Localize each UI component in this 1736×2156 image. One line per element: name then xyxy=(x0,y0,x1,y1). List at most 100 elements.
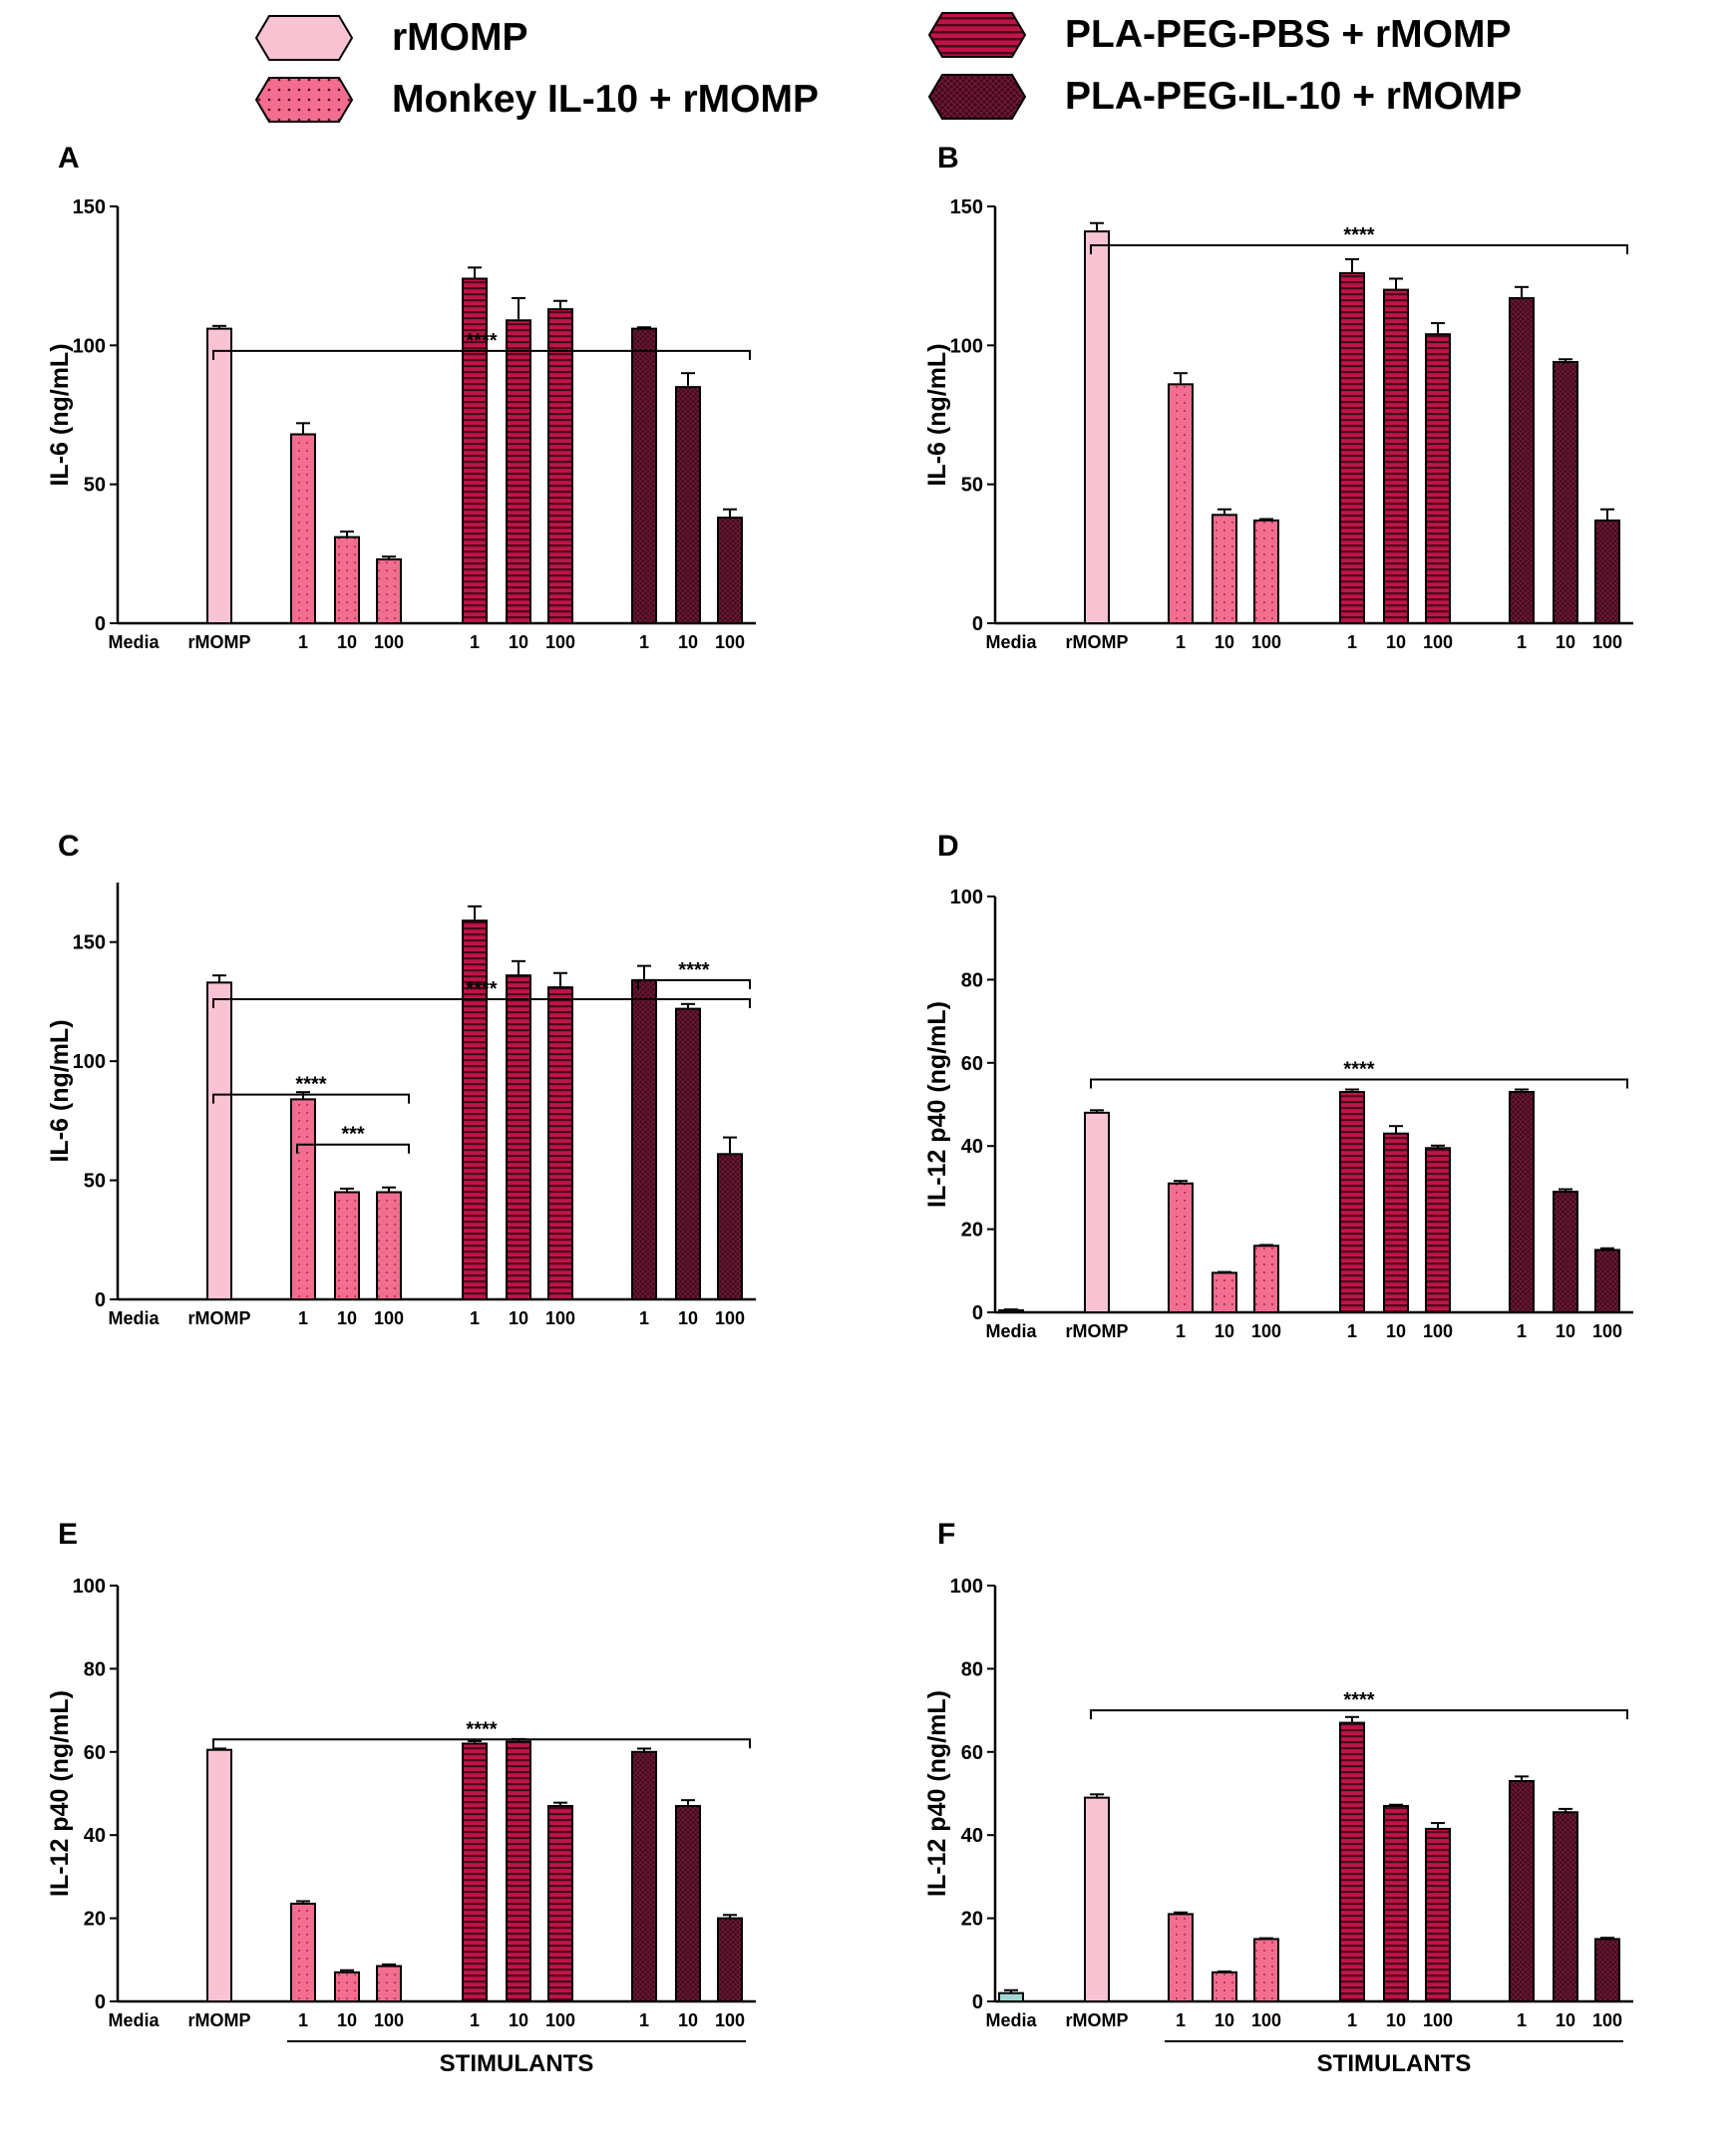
y-tick-label: 100 xyxy=(73,1051,106,1073)
chart-panel-c: C 0 50 100 150 IL-6 (ng/mL) Media rMOMP 1 10 100 1 1… xyxy=(46,830,756,1328)
y-tick-label: 0 xyxy=(95,613,106,635)
x-axis-label: STIMULANTS xyxy=(1317,2050,1472,2077)
chart-legend: rMOMP Monkey IL-10 + rMOMP PLA-PEG-PBS +… xyxy=(0,0,1736,140)
panel-letter: C xyxy=(58,830,80,863)
x-tick-label: 100 xyxy=(1423,632,1453,652)
significance-bracket xyxy=(1090,244,1628,255)
x-tick-label: 100 xyxy=(1592,2010,1622,2030)
y-axis-label: IL-6 (ng/mL) xyxy=(923,343,951,486)
x-tick-label: 10 xyxy=(1386,2010,1406,2030)
y-axis-label: IL-12 p40 (ng/mL) xyxy=(923,1690,951,1897)
y-tick-label: 80 xyxy=(84,1658,106,1680)
x-tick-label: 10 xyxy=(337,632,357,652)
bar-rmomp xyxy=(1084,1111,1110,1313)
x-tick-label: 100 xyxy=(1251,2010,1281,2030)
significance-label: **** xyxy=(1343,1689,1374,1711)
bar-rmomp xyxy=(1084,1796,1110,2003)
x-tick-label: 100 xyxy=(715,2010,745,2030)
significance-label: **** xyxy=(466,330,497,352)
y-tick-label: 80 xyxy=(961,1658,983,1680)
chart-panel-b: B 0 50 100 150 IL-6 (ng/mL) Media rMOMP 1 10 100 1 1… xyxy=(923,142,1633,652)
chart-panel-d: D 0 20 40 60 80 100 IL-12 p40 (ng/mL) Media rMOMP… xyxy=(923,830,1633,1341)
x-tick-label: 10 xyxy=(1215,1321,1234,1341)
y-tick-label: 80 xyxy=(961,969,983,991)
y-axis-label: IL-12 p40 (ng/mL) xyxy=(923,1001,951,1208)
x-tick-label: 10 xyxy=(509,632,528,652)
x-tick-label: 10 xyxy=(337,2010,357,2030)
y-tick-label: 20 xyxy=(961,1909,983,1931)
y-axis-label: IL-12 p40 (ng/mL) xyxy=(46,1690,74,1897)
bar-il10 xyxy=(1168,383,1194,625)
bar-plapbs xyxy=(1383,288,1409,624)
chart-panel-a: A 0 50 100 150 IL-6 (ng/mL) Media rMOMP 1 10 100 1 1… xyxy=(46,142,756,652)
y-tick-label: 50 xyxy=(961,475,983,497)
bar-plapbs xyxy=(547,986,573,1301)
x-tick-label: 10 xyxy=(509,1308,528,1328)
legend-swatch-pla-peg-pbs xyxy=(927,12,1027,58)
x-tick-label: rMOMP xyxy=(1066,1321,1129,1341)
x-tick-label: 100 xyxy=(1423,2010,1453,2030)
x-tick-label: 1 xyxy=(298,2010,308,2030)
x-tick-label: Media xyxy=(108,2010,160,2030)
bar-plapbs xyxy=(462,1742,488,2002)
x-tick-label: 100 xyxy=(715,1308,745,1328)
bar-plail10 xyxy=(717,1917,743,2002)
bar-il10 xyxy=(290,1903,316,2003)
x-tick-label: 1 xyxy=(1347,2010,1357,2030)
x-tick-label: 100 xyxy=(1592,632,1622,652)
bar-plail10 xyxy=(1553,361,1578,624)
x-tick-label: 10 xyxy=(678,632,698,652)
bar-plapbs xyxy=(1383,1132,1409,1313)
bar-il10 xyxy=(1253,519,1279,624)
significance-bracket xyxy=(212,1738,751,1749)
x-axis-label: STIMULANTS xyxy=(440,2050,594,2077)
x-tick-label: Media xyxy=(985,2010,1037,2030)
x-tick-label: 100 xyxy=(374,2010,404,2030)
bar-il10 xyxy=(1212,1271,1237,1314)
bar-plapbs xyxy=(1425,1827,1451,2002)
x-tick-label: 1 xyxy=(1517,632,1527,652)
x-tick-label: Media xyxy=(985,632,1037,652)
bar-plapbs xyxy=(506,319,531,624)
bar-plapbs xyxy=(1425,1147,1451,1314)
x-tick-label: 1 xyxy=(1347,1321,1357,1341)
significance-label: **** xyxy=(466,978,497,1000)
y-tick-label: 0 xyxy=(972,1302,983,1324)
x-tick-label: 10 xyxy=(1386,1321,1406,1341)
y-tick-label: 0 xyxy=(972,1991,983,2013)
significance-bracket xyxy=(296,1143,410,1154)
significance-label: *** xyxy=(341,1124,365,1146)
bar-plapbs xyxy=(462,277,488,624)
x-tick-label: rMOMP xyxy=(188,632,251,652)
bar-il10 xyxy=(376,557,402,625)
y-tick-label: 60 xyxy=(84,1742,106,1764)
significance-bracket xyxy=(212,1093,410,1104)
x-tick-label: 1 xyxy=(1176,632,1186,652)
y-tick-label: 60 xyxy=(961,1742,983,1764)
bar-il10 xyxy=(1212,514,1237,625)
x-tick-label: 1 xyxy=(470,632,480,652)
y-tick-label: 150 xyxy=(950,196,983,218)
legend-label: rMOMP xyxy=(392,16,528,59)
y-tick-label: 0 xyxy=(972,613,983,635)
bar-plail10 xyxy=(631,327,657,624)
bar-plapbs xyxy=(1383,1805,1409,2003)
bar-il10 xyxy=(1253,1938,1279,2002)
y-tick-label: 100 xyxy=(73,335,106,357)
x-tick-label: 1 xyxy=(1176,1321,1186,1341)
x-tick-label: 10 xyxy=(678,2010,698,2030)
legend-label: Monkey IL-10 + rMOMP xyxy=(392,78,820,121)
x-tick-label: 10 xyxy=(1556,2010,1575,2030)
bar-plail10 xyxy=(1509,296,1535,624)
x-tick-label: 1 xyxy=(470,1308,480,1328)
panel-letter: E xyxy=(58,1518,78,1551)
bar-plapbs xyxy=(1425,333,1451,624)
y-tick-label: 0 xyxy=(95,1991,106,2013)
legend-item-pla-peg-il10: PLA-PEG-IL-10 + rMOMP xyxy=(927,67,1522,127)
bar-plail10 xyxy=(675,1805,701,2003)
bar-plapbs xyxy=(506,974,531,1300)
bar-il10 xyxy=(334,1971,360,2003)
x-tick-label: 1 xyxy=(639,2010,649,2030)
